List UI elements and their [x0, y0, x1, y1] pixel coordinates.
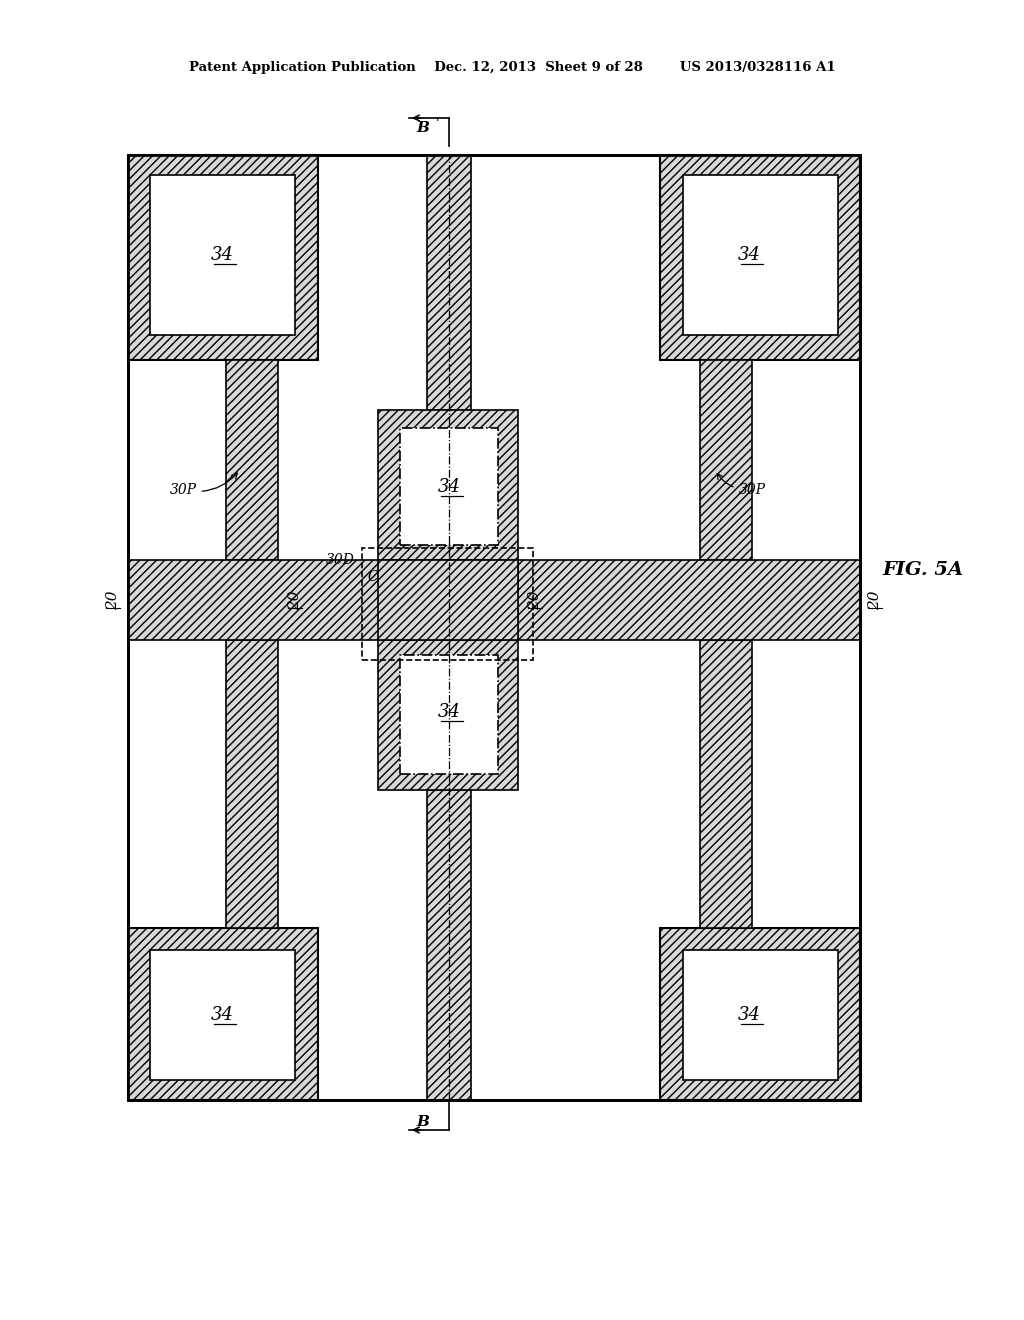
Text: 20: 20 [106, 590, 120, 610]
Bar [150, 950, 295, 1080]
Bar [128, 154, 860, 1100]
Text: 34: 34 [211, 246, 233, 264]
Bar [226, 360, 278, 560]
Text: C: C [368, 570, 378, 583]
Text: 34: 34 [737, 246, 761, 264]
Text: B: B [416, 121, 429, 135]
Bar [400, 655, 498, 774]
Text: 20: 20 [288, 590, 302, 610]
Bar [362, 548, 534, 660]
Bar [427, 789, 471, 1100]
Bar [128, 928, 318, 1100]
Bar [378, 411, 518, 560]
Text: 30P: 30P [169, 473, 238, 498]
Text: B: B [416, 1115, 429, 1129]
Bar [683, 950, 838, 1080]
Bar [518, 560, 860, 640]
Text: 20: 20 [528, 590, 542, 610]
Text: 34: 34 [211, 1006, 233, 1024]
Bar [150, 176, 295, 335]
Bar [400, 428, 498, 545]
Bar [378, 640, 518, 789]
Bar [378, 560, 518, 640]
Bar [226, 640, 278, 928]
Text: 30D: 30D [326, 553, 355, 568]
Text: 34: 34 [437, 704, 461, 721]
Text: Patent Application Publication    Dec. 12, 2013  Sheet 9 of 28        US 2013/03: Patent Application Publication Dec. 12, … [188, 62, 836, 74]
Bar [427, 154, 471, 411]
Bar [660, 928, 860, 1100]
Bar [128, 560, 380, 640]
Text: FIG. 5A: FIG. 5A [882, 561, 964, 579]
Text: 34: 34 [737, 1006, 761, 1024]
Bar [683, 176, 838, 335]
Text: ': ' [435, 117, 439, 129]
Text: 30P: 30P [717, 474, 766, 498]
Bar [128, 154, 318, 360]
Bar [700, 640, 752, 928]
Bar [700, 360, 752, 560]
Text: 20: 20 [868, 590, 882, 610]
Bar [128, 154, 860, 1100]
Bar [660, 154, 860, 360]
Text: 34: 34 [437, 478, 461, 496]
